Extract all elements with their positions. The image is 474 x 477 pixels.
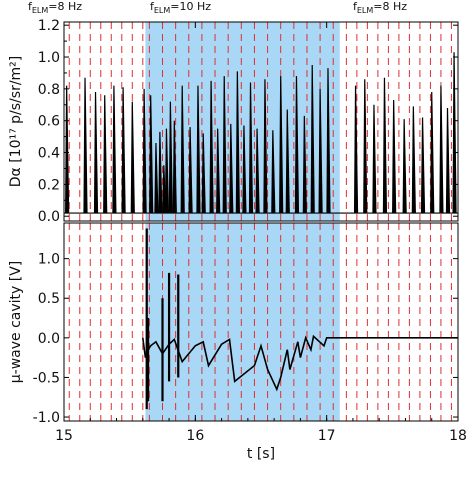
x-tick-label: 16 bbox=[186, 428, 204, 444]
spike bbox=[142, 88, 147, 214]
spike bbox=[263, 79, 268, 214]
spike bbox=[310, 64, 315, 214]
regime-label-3: fELM=8 Hz bbox=[353, 0, 407, 15]
bottom-dashed-lines bbox=[68, 223, 452, 421]
x-axis-label: t [s] bbox=[247, 446, 275, 462]
bottom-panel: -1.0 -0.5 0.0 0.5 1.0 15 16 17 18 μ-wave cavity… bbox=[8, 22, 467, 462]
regime-label-2: fELM=10 Hz bbox=[150, 0, 211, 15]
y-tick-label: 0.4 bbox=[38, 146, 60, 162]
spike bbox=[318, 88, 323, 214]
spike bbox=[402, 119, 407, 214]
spike bbox=[439, 85, 444, 214]
spike bbox=[188, 127, 193, 214]
spike bbox=[326, 68, 331, 214]
y-tick-label: 0.0 bbox=[38, 209, 60, 225]
y-tick-label: 0.2 bbox=[38, 177, 60, 193]
spike bbox=[103, 95, 108, 214]
spike bbox=[93, 92, 99, 214]
bottom-vertical-spikes bbox=[145, 228, 180, 410]
y-tick-label: 1.0 bbox=[38, 50, 60, 66]
spike bbox=[130, 101, 135, 214]
spike bbox=[242, 125, 247, 214]
x-tick-label: 18 bbox=[449, 428, 467, 444]
spike bbox=[302, 115, 307, 214]
spike bbox=[445, 107, 451, 214]
y-tick-label: -0.5 bbox=[33, 370, 60, 386]
bottom-y-ticks: -1.0 -0.5 0.0 0.5 1.0 bbox=[33, 252, 458, 426]
bottom-shaded-region bbox=[145, 223, 340, 421]
spike bbox=[168, 101, 173, 214]
y-tick-label: 0.8 bbox=[38, 82, 60, 98]
y-tick-label: -1.0 bbox=[33, 410, 60, 426]
spike bbox=[420, 117, 426, 214]
spike bbox=[149, 95, 154, 214]
spike bbox=[172, 120, 177, 214]
top-y-ticks: 0.0 0.2 0.4 0.6 0.8 1.0 1.2 bbox=[38, 18, 458, 225]
x-tick-label: 15 bbox=[55, 428, 73, 444]
spike bbox=[209, 80, 214, 214]
spike bbox=[112, 85, 117, 214]
spike bbox=[196, 85, 201, 214]
top-spike-series bbox=[65, 52, 457, 214]
top-frame bbox=[63, 21, 459, 222]
spike bbox=[279, 76, 284, 214]
spike bbox=[430, 92, 435, 214]
spike bbox=[235, 71, 240, 214]
spike bbox=[65, 85, 70, 214]
spike bbox=[229, 123, 234, 214]
spike bbox=[372, 104, 377, 214]
spike bbox=[216, 128, 221, 214]
spike bbox=[382, 77, 388, 214]
spike bbox=[411, 106, 416, 214]
spike bbox=[180, 85, 185, 214]
spike bbox=[294, 76, 300, 214]
spike bbox=[164, 128, 170, 214]
spike bbox=[154, 142, 159, 214]
bottom-y-axis-label: μ-wave cavity [V] bbox=[8, 261, 24, 384]
top-panel: 0.0 0.2 0.4 0.6 0.8 1.0 1.2 Dα [10¹⁷ p/s/sr/m²… bbox=[8, 18, 459, 225]
y-tick-label: 1.0 bbox=[38, 252, 60, 268]
y-tick-label: 0.6 bbox=[38, 114, 60, 130]
spike bbox=[452, 52, 457, 214]
spike bbox=[121, 87, 126, 214]
x-tick-label: 17 bbox=[318, 428, 336, 444]
spike bbox=[158, 131, 163, 214]
spike bbox=[285, 109, 290, 214]
spike bbox=[248, 82, 254, 214]
spike bbox=[392, 99, 397, 214]
spike bbox=[201, 133, 206, 214]
spike bbox=[255, 128, 260, 214]
spike bbox=[363, 79, 368, 214]
regime-label-1: fELM=8 Hz bbox=[28, 0, 82, 15]
spike bbox=[222, 76, 227, 214]
spike bbox=[83, 77, 88, 214]
y-tick-label: 1.2 bbox=[38, 18, 60, 34]
bottom-trace bbox=[142, 334, 458, 392]
top-y-axis-label: Dα [10¹⁷ p/s/sr/m²] bbox=[8, 56, 24, 188]
bottom-frame bbox=[63, 222, 459, 422]
spike bbox=[353, 85, 359, 214]
y-tick-label: 0.0 bbox=[38, 331, 60, 347]
spike bbox=[271, 130, 276, 214]
regime-labels: fELM=8 Hz fELM=10 Hz fELM=8 Hz bbox=[28, 0, 407, 15]
y-tick-label: 0.5 bbox=[38, 291, 60, 307]
